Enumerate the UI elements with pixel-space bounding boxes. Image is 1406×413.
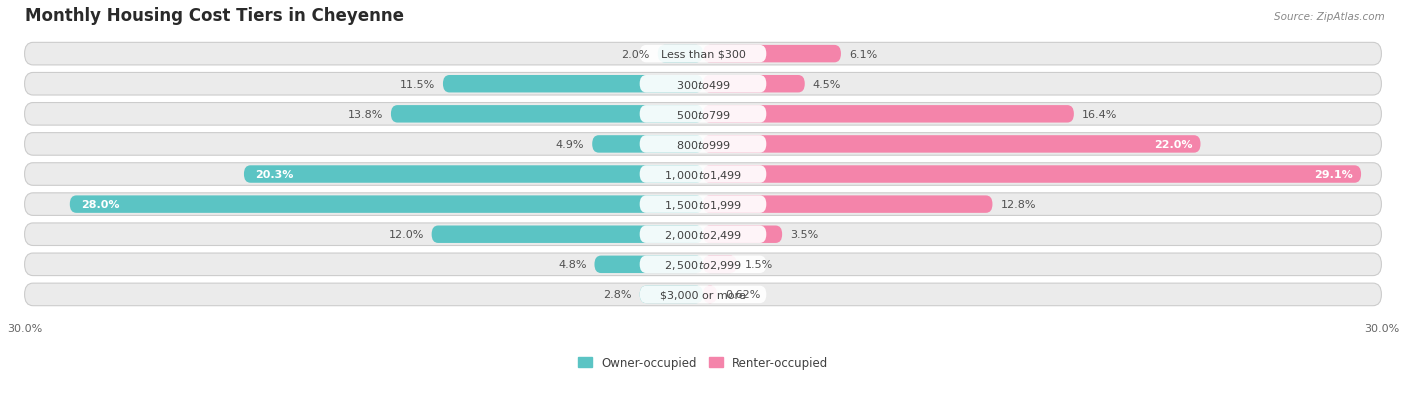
FancyBboxPatch shape [24,223,1382,246]
FancyBboxPatch shape [703,256,737,273]
FancyBboxPatch shape [24,254,1382,276]
Text: $2,500 to $2,999: $2,500 to $2,999 [664,258,742,271]
Text: Source: ZipAtlas.com: Source: ZipAtlas.com [1274,12,1385,22]
FancyBboxPatch shape [703,136,1201,153]
Text: $2,000 to $2,499: $2,000 to $2,499 [664,228,742,241]
Text: 2.0%: 2.0% [621,50,650,59]
Text: 11.5%: 11.5% [399,80,434,90]
Text: 20.3%: 20.3% [256,170,294,180]
Text: $500 to $799: $500 to $799 [675,109,731,121]
FancyBboxPatch shape [703,196,993,214]
FancyBboxPatch shape [443,76,703,93]
Text: $3,000 or more: $3,000 or more [661,290,745,300]
Text: 0.62%: 0.62% [725,290,761,300]
FancyBboxPatch shape [640,136,766,153]
Text: 16.4%: 16.4% [1081,109,1118,119]
Text: 1.5%: 1.5% [745,260,773,270]
FancyBboxPatch shape [24,163,1382,186]
Text: $1,500 to $1,999: $1,500 to $1,999 [664,198,742,211]
FancyBboxPatch shape [703,76,804,93]
FancyBboxPatch shape [703,46,841,63]
FancyBboxPatch shape [640,166,766,183]
FancyBboxPatch shape [432,226,703,243]
Text: 4.5%: 4.5% [813,80,841,90]
FancyBboxPatch shape [703,226,782,243]
FancyBboxPatch shape [640,46,766,63]
FancyBboxPatch shape [243,166,703,183]
FancyBboxPatch shape [640,106,766,123]
Text: 4.9%: 4.9% [555,140,585,150]
Legend: Owner-occupied, Renter-occupied: Owner-occupied, Renter-occupied [572,352,834,374]
Text: $800 to $999: $800 to $999 [675,139,731,151]
Text: 29.1%: 29.1% [1315,170,1353,180]
Text: 28.0%: 28.0% [82,199,120,210]
FancyBboxPatch shape [24,193,1382,216]
Text: $300 to $499: $300 to $499 [675,78,731,90]
Text: 12.0%: 12.0% [388,230,423,240]
Text: 6.1%: 6.1% [849,50,877,59]
FancyBboxPatch shape [24,43,1382,66]
FancyBboxPatch shape [640,286,766,304]
FancyBboxPatch shape [24,133,1382,156]
FancyBboxPatch shape [703,106,1074,123]
Text: 4.8%: 4.8% [558,260,586,270]
Text: 2.8%: 2.8% [603,290,631,300]
FancyBboxPatch shape [703,286,717,304]
FancyBboxPatch shape [24,283,1382,306]
FancyBboxPatch shape [24,73,1382,96]
Text: 22.0%: 22.0% [1154,140,1192,150]
FancyBboxPatch shape [703,166,1361,183]
FancyBboxPatch shape [595,256,703,273]
FancyBboxPatch shape [391,106,703,123]
FancyBboxPatch shape [658,46,703,63]
FancyBboxPatch shape [640,256,766,273]
FancyBboxPatch shape [640,226,766,243]
Text: 3.5%: 3.5% [790,230,818,240]
FancyBboxPatch shape [592,136,703,153]
Text: 13.8%: 13.8% [347,109,382,119]
FancyBboxPatch shape [70,196,703,214]
FancyBboxPatch shape [24,103,1382,126]
Text: $1,000 to $1,499: $1,000 to $1,499 [664,168,742,181]
Text: Monthly Housing Cost Tiers in Cheyenne: Monthly Housing Cost Tiers in Cheyenne [24,7,404,25]
Text: 12.8%: 12.8% [1001,199,1036,210]
Text: Less than $300: Less than $300 [661,50,745,59]
FancyBboxPatch shape [640,286,703,304]
FancyBboxPatch shape [640,196,766,214]
FancyBboxPatch shape [640,76,766,93]
